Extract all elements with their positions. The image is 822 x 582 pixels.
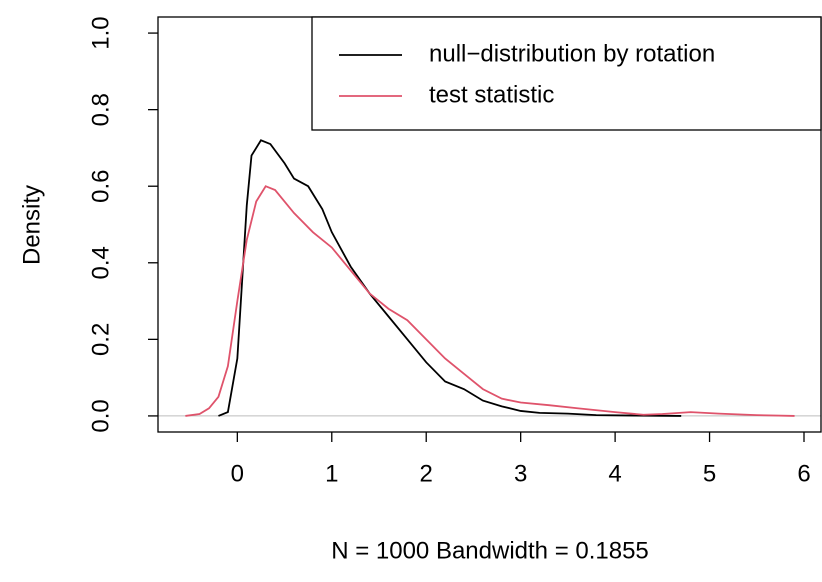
y-tick-label: 0.0 xyxy=(87,399,114,432)
legend-label: null−distribution by rotation xyxy=(429,40,715,67)
y-tick-label: 1.0 xyxy=(87,16,114,49)
x-tick-label: 4 xyxy=(608,460,621,487)
density-line xyxy=(185,185,795,417)
legend-box xyxy=(311,16,822,131)
density-line xyxy=(218,139,682,417)
y-tick-label: 0.4 xyxy=(87,246,114,279)
x-axis-label: N = 1000 Bandwidth = 0.1855 xyxy=(331,537,649,564)
y-tick-label: 0.2 xyxy=(87,323,114,356)
x-tick-label: 2 xyxy=(420,460,433,487)
x-tick-label: 0 xyxy=(231,460,244,487)
x-tick-label: 1 xyxy=(325,460,338,487)
x-tick-label: 3 xyxy=(514,460,527,487)
y-tick-label: 0.8 xyxy=(87,93,114,126)
y-axis-label: Density xyxy=(18,185,45,265)
y-tick-label: 0.6 xyxy=(87,170,114,203)
legend-label: test statistic xyxy=(429,81,554,108)
x-tick-label: 5 xyxy=(703,460,716,487)
x-tick-label: 6 xyxy=(797,460,810,487)
